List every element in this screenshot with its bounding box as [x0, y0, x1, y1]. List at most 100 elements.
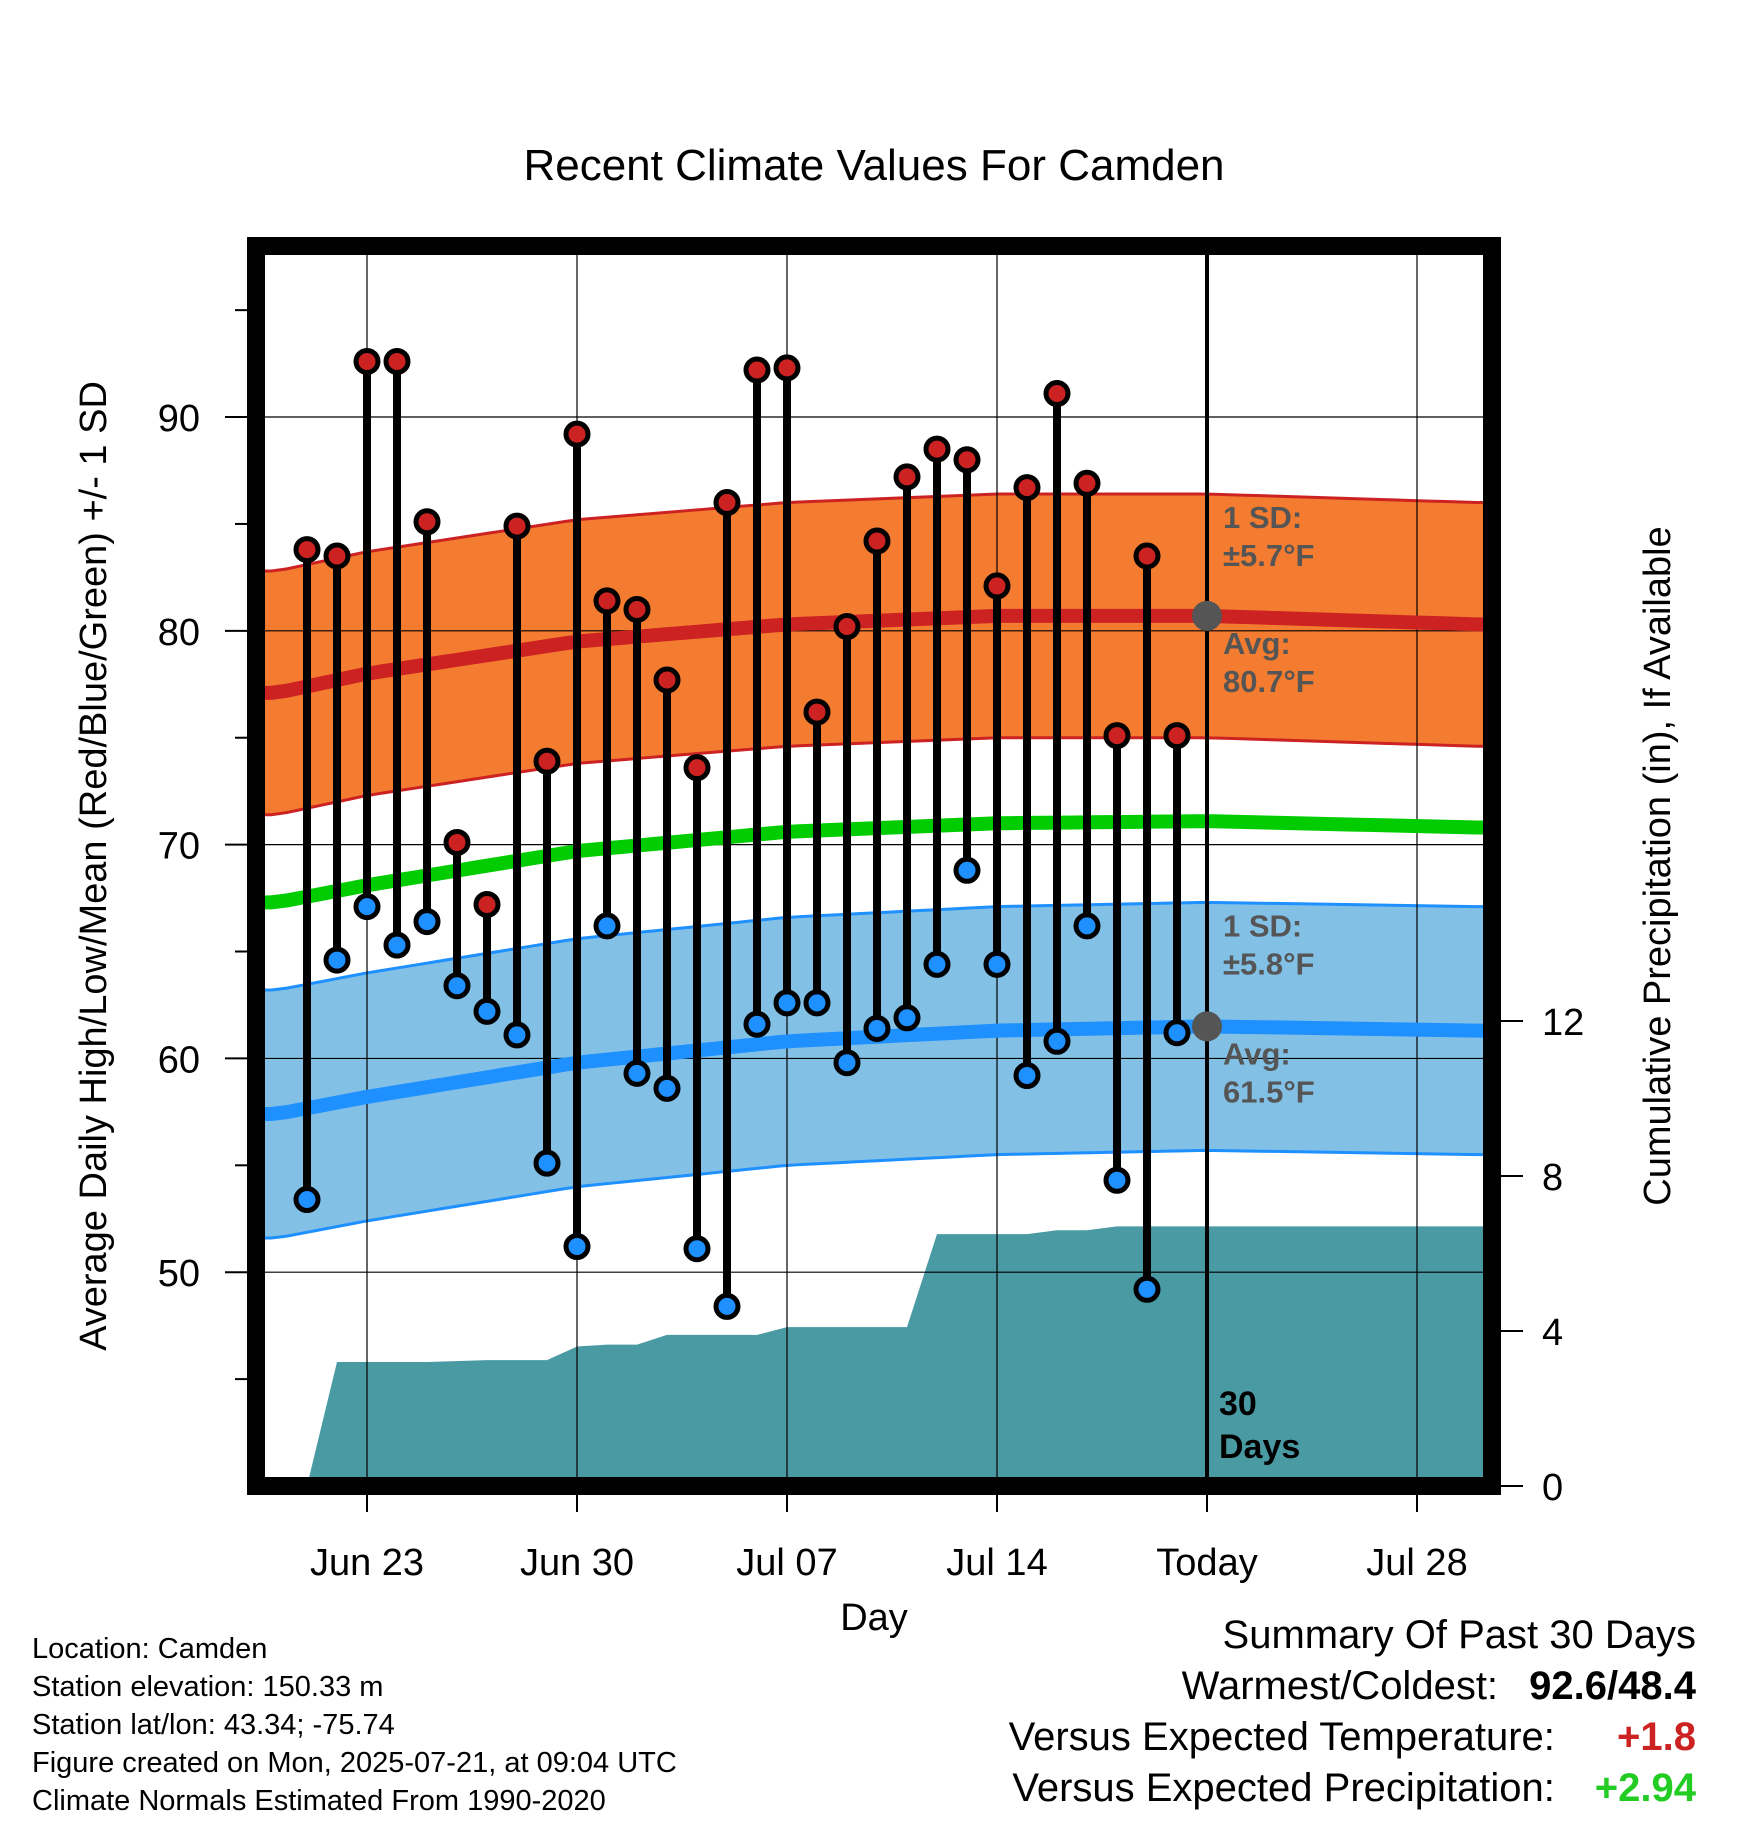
footer-normals: Climate Normals Estimated From 1990-2020	[32, 1785, 606, 1817]
daily-high-point	[653, 666, 681, 694]
daily-low-point	[563, 1233, 591, 1261]
daily-low-point	[683, 1235, 711, 1263]
period-label-count: 30	[1219, 1385, 1257, 1423]
y-axis-label: Average Daily High/Low/Mean (Red/Blue/Gr…	[73, 381, 115, 1351]
normal-low-avg-marker	[1192, 1011, 1222, 1042]
y-tick-label: 80	[158, 612, 200, 654]
daily-high-point	[1163, 722, 1191, 750]
y2-tick-label: 0	[1542, 1467, 1563, 1509]
summary-panel: Summary Of Past 30 Days Warmest/Coldest:…	[1009, 1610, 1696, 1814]
daily-high-point	[923, 435, 951, 463]
normal-low-band	[256, 902, 1492, 1238]
daily-high-point	[1103, 722, 1131, 750]
low-sd-value: ±5.8°F	[1223, 946, 1314, 981]
daily-low-point	[1043, 1027, 1071, 1055]
high-avg-value: 80.7°F	[1223, 664, 1315, 699]
daily-low-point	[413, 908, 441, 936]
y2-axis-label: Cumulative Precipitation (in), If Availa…	[1637, 526, 1679, 1205]
daily-high-point	[413, 508, 441, 536]
summary-precip-row: Versus Expected Precipitation: +2.94	[1009, 1763, 1696, 1814]
daily-low-point	[983, 950, 1011, 978]
x-tick-label: Jul 28	[1366, 1542, 1467, 1584]
low-sd-label: 1 SD:	[1223, 908, 1302, 943]
daily-low-point	[1103, 1166, 1131, 1194]
daily-high-point	[1013, 474, 1041, 502]
daily-high-point	[593, 587, 621, 615]
daily-high-point	[1133, 542, 1161, 570]
summary-warmest-value: 92.6/48.4	[1529, 1664, 1696, 1708]
period-label-days: Days	[1219, 1428, 1300, 1466]
summary-temp-value: +1.8	[1617, 1715, 1696, 1759]
daily-high-point	[563, 420, 591, 448]
daily-high-point	[443, 828, 471, 856]
summary-warmest-row: Warmest/Coldest: 92.6/48.4	[1009, 1661, 1696, 1712]
daily-low-point	[353, 893, 381, 921]
y-tick-label: 70	[158, 826, 200, 868]
daily-low-point	[383, 931, 411, 959]
daily-high-point	[383, 347, 411, 375]
high-avg-label: Avg:	[1223, 626, 1291, 661]
high-sd-value: ±5.7°F	[1223, 538, 1314, 573]
daily-high-point	[623, 595, 651, 623]
summary-precip-label: Versus Expected Precipitation:	[1012, 1766, 1555, 1810]
x-tick-label: Jun 30	[520, 1542, 634, 1584]
daily-low-point	[593, 912, 621, 940]
high-sd-label: 1 SD:	[1223, 500, 1302, 535]
daily-low-point	[1013, 1062, 1041, 1090]
x-tick-label: Jun 23	[310, 1542, 424, 1584]
summary-temp-label: Versus Expected Temperature:	[1008, 1715, 1555, 1759]
daily-high-point	[743, 356, 771, 384]
daily-high-point	[713, 489, 741, 517]
daily-low-point	[743, 1010, 771, 1038]
y2-tick-label: 12	[1542, 1002, 1584, 1044]
daily-low-point	[533, 1149, 561, 1177]
daily-low-point	[773, 989, 801, 1017]
daily-low-point	[323, 946, 351, 974]
daily-low-point	[1073, 912, 1101, 940]
y2-tick-label: 4	[1542, 1312, 1563, 1354]
daily-low-point	[863, 1014, 891, 1042]
footer-latlon: Station lat/lon: 43.34; -75.74	[32, 1709, 395, 1741]
summary-precip-value: +2.94	[1594, 1766, 1696, 1810]
daily-low-point	[503, 1021, 531, 1049]
daily-low-point	[833, 1049, 861, 1077]
daily-low-point	[803, 989, 831, 1017]
normal-high-avg-marker	[1192, 600, 1222, 631]
daily-high-point	[803, 698, 831, 726]
footer-location: Location: Camden	[32, 1633, 268, 1665]
y-tick-label: 90	[158, 398, 200, 440]
x-axis-label: Day	[840, 1597, 908, 1639]
x-tick-label: Jul 14	[946, 1542, 1047, 1584]
daily-low-point	[473, 997, 501, 1025]
precip-area	[307, 1226, 1492, 1486]
footer-info: Location: Camden Station elevation: 150.…	[32, 1630, 677, 1820]
summary-heading: Summary Of Past 30 Days	[1222, 1613, 1696, 1657]
plot-frame	[247, 237, 1501, 1495]
daily-high-point	[683, 754, 711, 782]
y-tick-label: 60	[158, 1039, 200, 1081]
daily-high-point	[503, 512, 531, 540]
daily-high-point	[1043, 380, 1071, 408]
normal-high-band-upper	[256, 492, 1492, 573]
daily-high-point	[353, 347, 381, 375]
x-tick-label: Today	[1156, 1542, 1257, 1584]
daily-low-point	[623, 1059, 651, 1087]
y-tick-label: 50	[158, 1253, 200, 1295]
daily-high-point	[983, 572, 1011, 600]
low-avg-label: Avg:	[1223, 1036, 1291, 1071]
daily-high-point	[953, 446, 981, 474]
footer-created: Figure created on Mon, 2025-07-21, at 09…	[32, 1747, 677, 1779]
daily-low-point	[1133, 1275, 1161, 1303]
daily-high-point	[893, 463, 921, 491]
low-avg-value: 61.5°F	[1223, 1074, 1315, 1109]
daily-high-point	[323, 542, 351, 570]
daily-low-point	[1163, 1019, 1191, 1047]
daily-low-point	[653, 1074, 681, 1102]
x-tick-label: Jul 07	[736, 1542, 837, 1584]
daily-high-point	[833, 613, 861, 641]
y2-tick-label: 8	[1542, 1157, 1563, 1199]
summary-temp-row: Versus Expected Temperature: +1.8	[1009, 1712, 1696, 1763]
daily-low-point	[713, 1292, 741, 1320]
